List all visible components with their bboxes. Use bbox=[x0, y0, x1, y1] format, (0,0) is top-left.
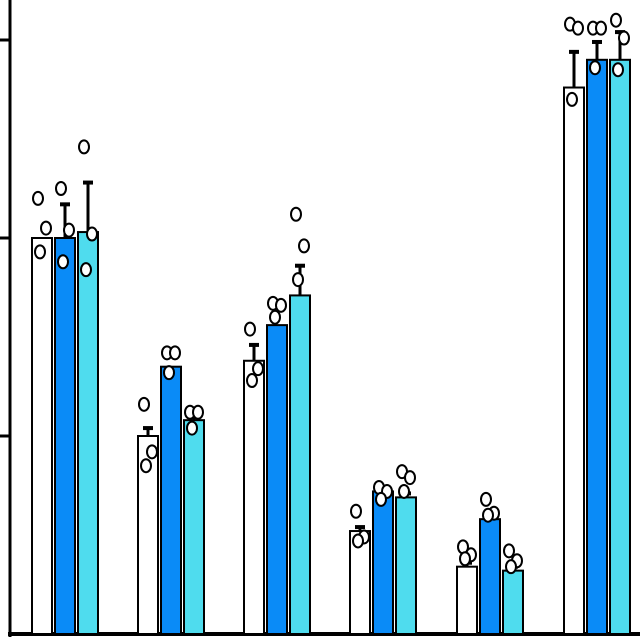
data-point bbox=[292, 272, 304, 288]
bar-g1-s2 bbox=[54, 237, 76, 635]
bar-g4-s2 bbox=[372, 490, 394, 635]
data-point bbox=[610, 12, 622, 28]
data-point bbox=[612, 62, 624, 78]
data-point bbox=[618, 30, 630, 46]
bar-g5-s3 bbox=[502, 569, 524, 636]
data-point bbox=[169, 345, 181, 361]
bar-g6-s2 bbox=[586, 58, 608, 636]
data-point bbox=[246, 373, 258, 389]
bar-g2-s2 bbox=[160, 365, 182, 635]
bar-g6-s3 bbox=[609, 58, 631, 636]
bar-g5-s1 bbox=[456, 565, 478, 635]
data-point bbox=[146, 444, 158, 460]
data-point bbox=[78, 139, 90, 155]
data-point bbox=[566, 91, 578, 107]
data-point bbox=[505, 559, 517, 575]
data-point bbox=[375, 491, 387, 507]
bar-g5-s2 bbox=[479, 518, 501, 635]
data-point bbox=[244, 321, 256, 337]
data-point bbox=[163, 365, 175, 381]
data-point bbox=[80, 262, 92, 278]
bar-g3-s3 bbox=[289, 294, 311, 635]
bar-g1-s3 bbox=[77, 231, 99, 635]
data-point bbox=[138, 396, 150, 412]
bar-g4-s3 bbox=[395, 496, 417, 635]
data-point bbox=[140, 458, 152, 474]
bar-g3-s1 bbox=[243, 359, 265, 635]
bar-g2-s3 bbox=[183, 419, 205, 635]
data-point bbox=[459, 551, 471, 567]
data-point bbox=[275, 297, 287, 313]
data-point bbox=[252, 361, 264, 377]
bar-g1-s1 bbox=[31, 237, 53, 635]
data-point bbox=[352, 533, 364, 549]
data-point bbox=[186, 420, 198, 436]
data-point bbox=[40, 220, 52, 236]
data-point bbox=[480, 491, 492, 507]
data-point bbox=[34, 244, 46, 260]
data-point bbox=[503, 543, 515, 559]
data-point bbox=[269, 309, 281, 325]
data-point bbox=[63, 222, 75, 238]
data-point bbox=[595, 20, 607, 36]
data-point bbox=[86, 226, 98, 242]
bar-g3-s2 bbox=[266, 324, 288, 635]
data-point bbox=[482, 507, 494, 523]
data-point bbox=[398, 483, 410, 499]
data-point bbox=[298, 238, 310, 254]
bar-g6-s1 bbox=[563, 86, 585, 635]
data-point bbox=[290, 206, 302, 222]
data-point bbox=[57, 254, 69, 270]
data-point bbox=[32, 190, 44, 206]
data-point bbox=[192, 404, 204, 420]
data-point bbox=[350, 503, 362, 519]
data-point bbox=[404, 470, 416, 486]
data-point bbox=[572, 20, 584, 36]
data-point bbox=[589, 60, 601, 76]
data-point bbox=[55, 181, 67, 196]
